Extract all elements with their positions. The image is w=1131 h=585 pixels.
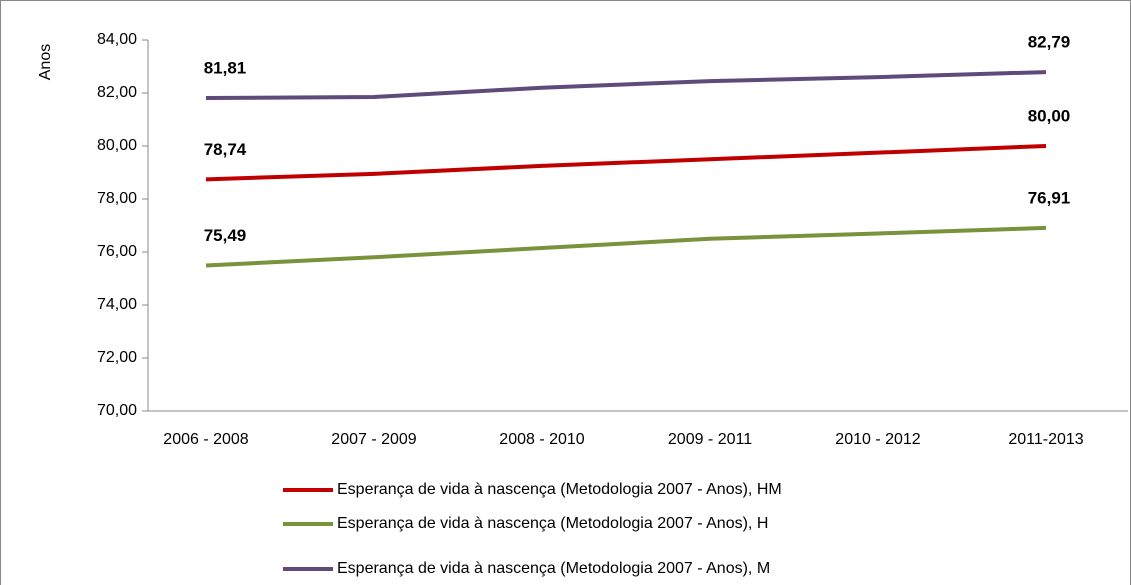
- series-line: [205, 225, 1047, 268]
- series-line: [205, 70, 1047, 101]
- data-label: 75,49: [204, 226, 247, 245]
- x-tick-label: 2008 - 2010: [499, 431, 585, 448]
- data-label: 81,81: [204, 59, 247, 78]
- y-tick-label: 80,00: [97, 137, 137, 154]
- x-tick-label: 2011-2013: [1008, 431, 1083, 448]
- y-tick-label: 72,00: [97, 349, 137, 366]
- y-tick-label: 74,00: [97, 296, 137, 313]
- y-tick-label: 76,00: [97, 243, 137, 260]
- data-label: 82,79: [1028, 33, 1071, 52]
- legend-label: Esperança de vida à nascença (Metodologi…: [337, 515, 768, 532]
- y-tick-label: 82,00: [97, 84, 137, 101]
- y-tick-label: 70,00: [97, 402, 137, 419]
- x-tick-label: 2006 - 2008: [163, 431, 249, 448]
- legend-label: Esperança de vida à nascença (Metodologi…: [337, 481, 782, 498]
- data-label: 80,00: [1028, 106, 1071, 125]
- y-tick-label: 78,00: [97, 190, 137, 207]
- data-label: 78,74: [204, 140, 247, 159]
- y-tick-label: 84,00: [97, 31, 137, 48]
- data-label: 76,91: [1028, 188, 1071, 207]
- series-line: [205, 144, 1047, 182]
- x-tick-label: 2010 - 2012: [835, 431, 921, 448]
- y-axis-label: Anos: [37, 44, 54, 80]
- x-tick-label: 2009 - 2011: [668, 431, 752, 448]
- x-tick-label: 2007 - 2009: [331, 431, 417, 448]
- legend-label: Esperança de vida à nascença (Metodologi…: [337, 560, 770, 577]
